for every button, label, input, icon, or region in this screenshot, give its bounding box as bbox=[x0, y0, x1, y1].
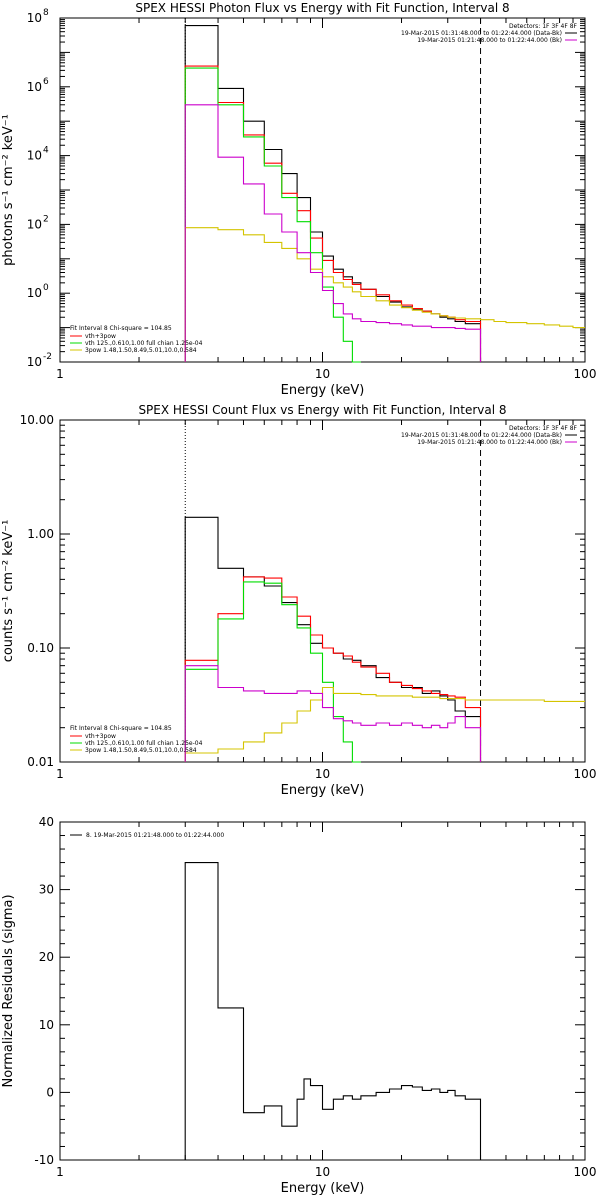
x-tick-label: 100 bbox=[574, 767, 597, 781]
series-powerlaw bbox=[184, 227, 585, 362]
y-tick-label: 40 bbox=[39, 815, 54, 829]
legend-entry: 19-Mar-2015 01:21:48.000 to 01:22:44.000… bbox=[417, 439, 562, 446]
x-tick-label: 100 bbox=[574, 1165, 597, 1179]
y-tick-label: 10 bbox=[27, 355, 42, 369]
y-tick-label: 10 bbox=[27, 80, 42, 94]
series-total bbox=[184, 576, 482, 762]
plot-frame bbox=[59, 419, 586, 763]
x-tick-label: 1 bbox=[56, 367, 64, 381]
legend-entry: 19-Mar-2015 01:31:48.000 to 01:22:44.000… bbox=[401, 30, 562, 37]
series-background bbox=[184, 104, 482, 362]
y-tick-label: 0.10 bbox=[27, 641, 54, 655]
y-tick-exponent: 8 bbox=[43, 8, 49, 18]
x-axis-label: Energy (keV) bbox=[281, 783, 365, 798]
fit-legend-header: Fit Interval 8 Chi-square = 104.85 bbox=[70, 325, 172, 332]
fit-legend-entry: vth 125.,0.610,1.00 full chian 1.25e-04 bbox=[85, 740, 203, 747]
x-axis-label: Energy (keV) bbox=[281, 383, 365, 398]
fit-legend-entry: 3pow 1.48,1.50,8.49,5.01,10.0,0.584 bbox=[85, 747, 197, 754]
legend-entry: 19-Mar-2015 01:21:48.000 to 01:22:44.000… bbox=[417, 37, 562, 44]
y-tick-label: 10 bbox=[27, 149, 42, 163]
y-tick-label: -10 bbox=[34, 1153, 54, 1167]
legend-entry: 8. 19-Mar-2015 01:21:48.000 to 01:22:44.… bbox=[86, 832, 224, 839]
y-tick-label: 0.01 bbox=[27, 755, 54, 769]
panel-2: SPEX HESSI Count Flux vs Energy with Fit… bbox=[1, 403, 596, 798]
fit-legend-entry: 3pow 1.48,1.50,8.49,5.01,10.0,0.584 bbox=[85, 347, 197, 354]
x-tick-label: 10 bbox=[315, 1165, 330, 1179]
y-axis-label: photons s⁻¹ cm⁻² keV⁻¹ bbox=[1, 114, 16, 266]
fit-legend-entry: vth 125.,0.610,1.00 full chian 1.25e-04 bbox=[85, 340, 203, 347]
series-thermal bbox=[184, 67, 361, 363]
fit-legend-entry: vth+3pow bbox=[85, 733, 116, 740]
y-tick-exponent: 4 bbox=[43, 146, 49, 156]
legend-header: Detectors: 1F 3F 4F 8F bbox=[509, 425, 578, 432]
x-tick-label: 100 bbox=[574, 367, 597, 381]
y-tick-label: 10 bbox=[27, 217, 42, 231]
y-tick-label: 1.00 bbox=[27, 527, 54, 541]
x-axis-label: Energy (keV) bbox=[281, 1181, 365, 1196]
fit-legend-header: Fit Interval 8 Chi-square = 104.85 bbox=[70, 725, 172, 732]
series-background bbox=[184, 665, 482, 762]
y-axis-label: Normalized Residuals (sigma) bbox=[1, 894, 16, 1087]
y-axis-label: counts s⁻¹ cm⁻² keV⁻¹ bbox=[1, 520, 16, 663]
y-tick-label: 10 bbox=[39, 1018, 54, 1032]
y-tick-label: 10 bbox=[27, 286, 42, 300]
legend-entry: 19-Mar-2015 01:31:48.000 to 01:22:44.000… bbox=[401, 432, 562, 439]
plot-frame bbox=[59, 17, 586, 363]
y-tick-exponent: 0 bbox=[43, 283, 49, 293]
x-tick-label: 10 bbox=[315, 367, 330, 381]
y-tick-label: 0 bbox=[46, 1085, 54, 1099]
x-tick-label: 1 bbox=[56, 767, 64, 781]
series-residuals bbox=[184, 862, 482, 1160]
fit-legend-entry: vth+3pow bbox=[85, 333, 116, 340]
y-tick-label: 30 bbox=[39, 883, 54, 897]
y-tick-label: 10 bbox=[27, 11, 42, 25]
y-tick-label: 20 bbox=[39, 950, 54, 964]
panel-1: SPEX HESSI Photon Flux vs Energy with Fi… bbox=[1, 1, 596, 398]
series-data bbox=[184, 25, 482, 362]
y-tick-exponent: 6 bbox=[43, 77, 49, 87]
chart-title: SPEX HESSI Count Flux vs Energy with Fit… bbox=[138, 403, 506, 417]
chart-title: SPEX HESSI Photon Flux vs Energy with Fi… bbox=[135, 1, 509, 15]
series-powerlaw bbox=[184, 686, 585, 762]
series-data bbox=[184, 516, 482, 762]
y-tick-exponent: 2 bbox=[43, 214, 49, 224]
series-thermal bbox=[184, 581, 361, 763]
y-tick-label: 10.00 bbox=[20, 413, 54, 427]
panel-3: 1 10 100 Energy (keV) -10 0 10 20 30 40 Normalized… bbox=[1, 815, 596, 1196]
legend-header: Detectors: 1F 3F 4F 8F bbox=[509, 23, 578, 30]
series-total bbox=[184, 65, 482, 362]
y-tick-exponent: -2 bbox=[43, 352, 52, 362]
x-tick-label: 10 bbox=[315, 767, 330, 781]
x-tick-label: 1 bbox=[56, 1165, 64, 1179]
